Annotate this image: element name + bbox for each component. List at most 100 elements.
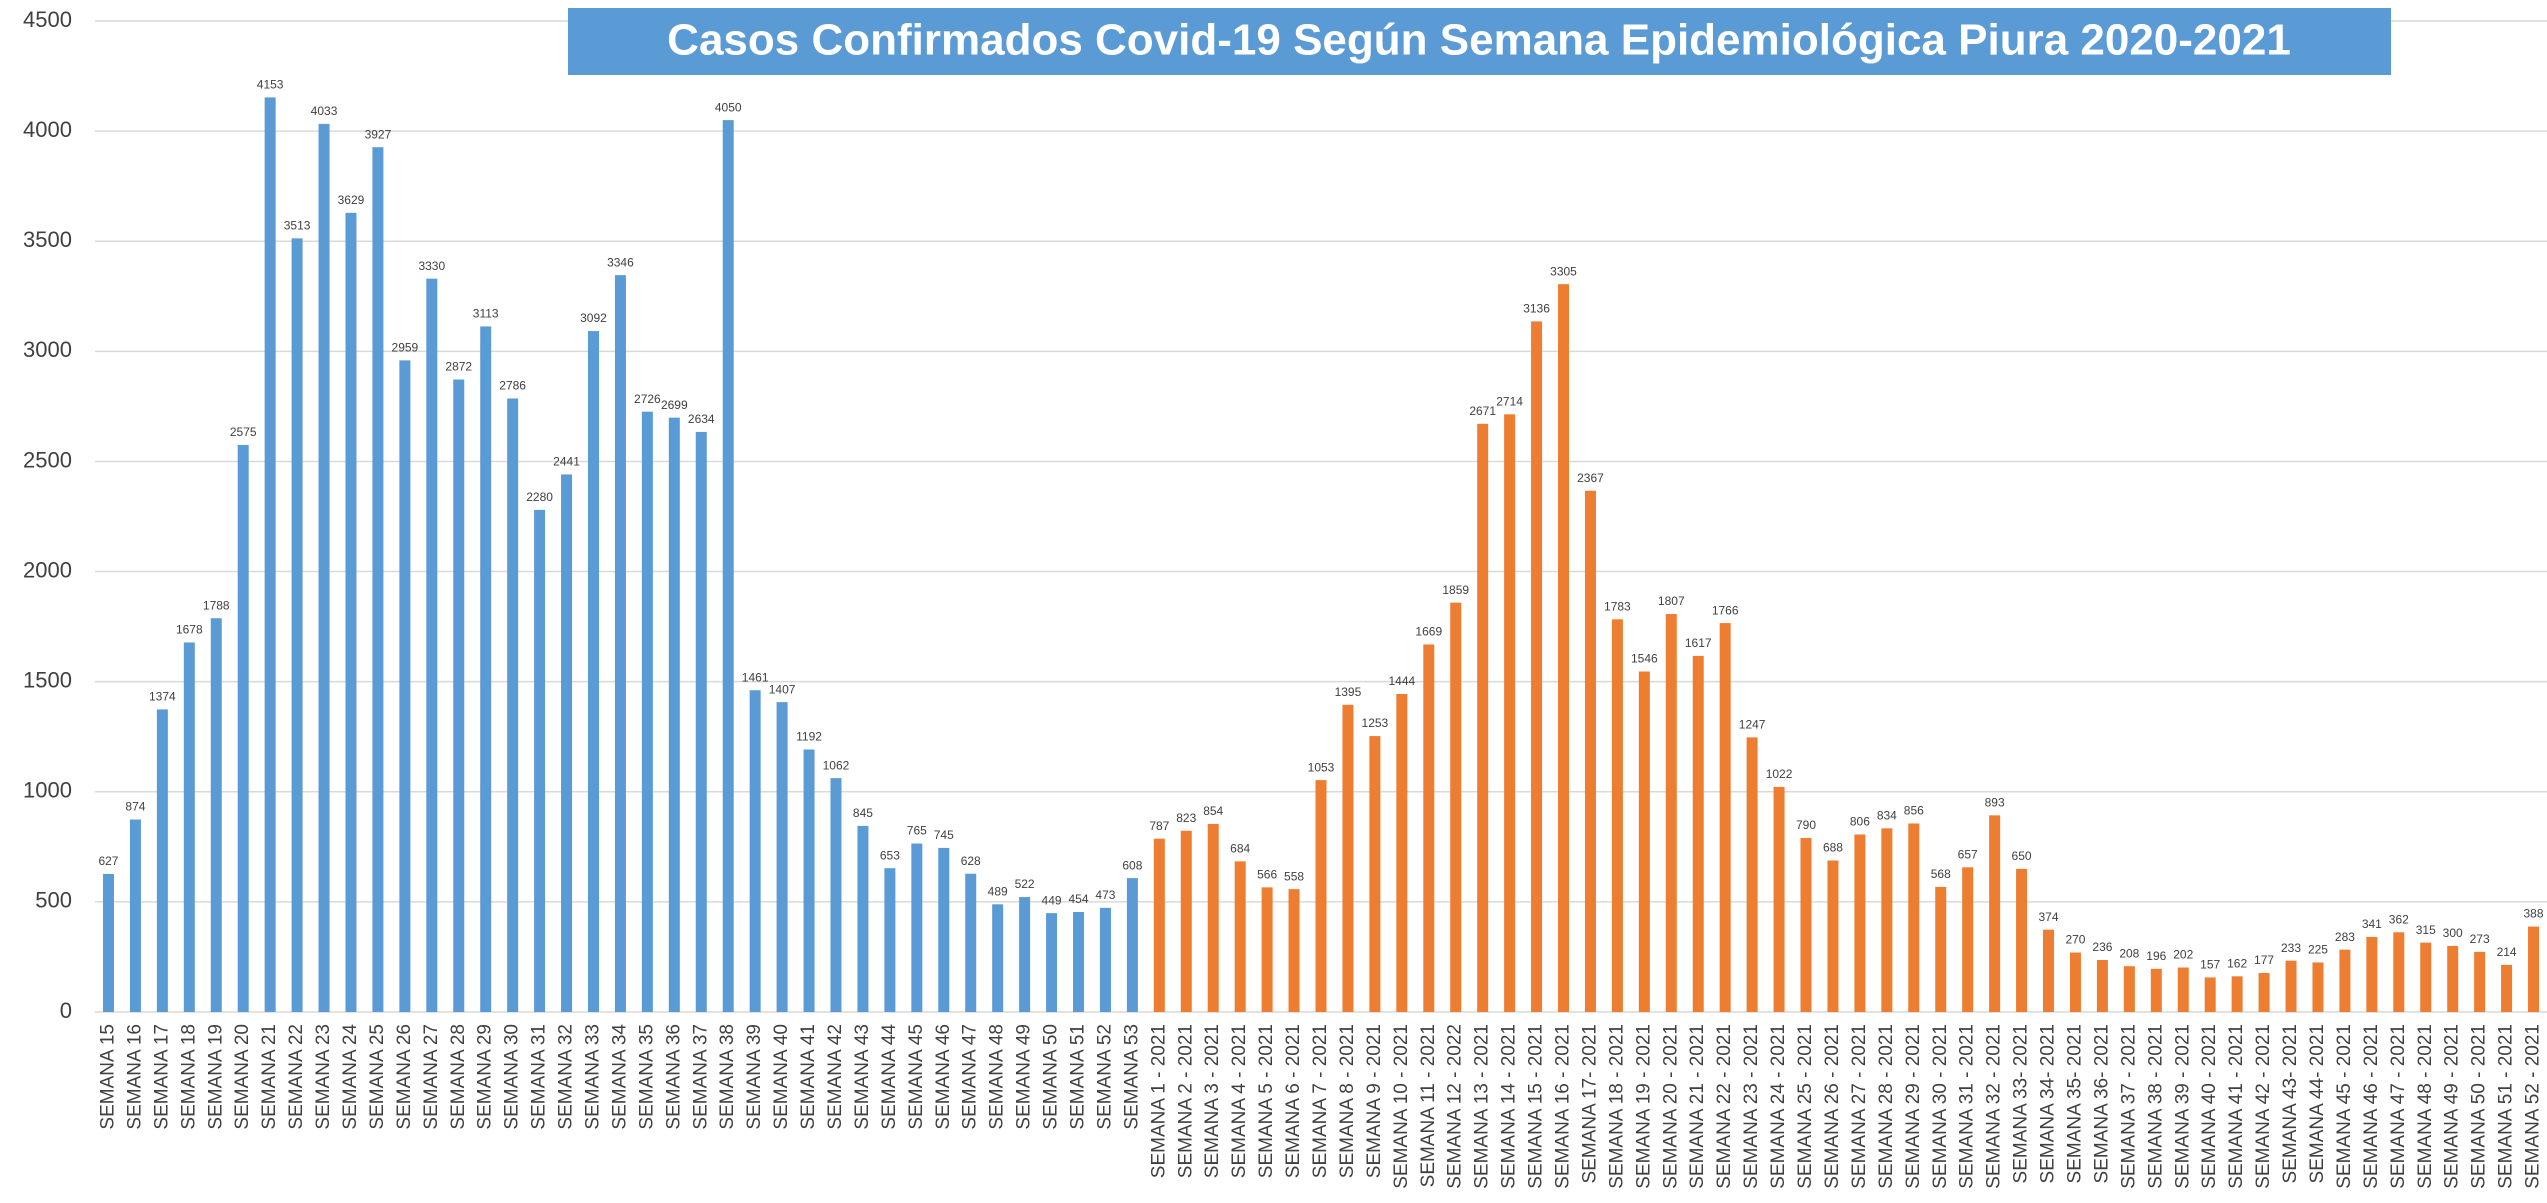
x-tick-label: SEMANA 53 [1121,1024,1142,1130]
x-tick-label: SEMANA 8 - 2021 [1337,1024,1358,1178]
bar [695,431,707,1012]
data-label: 1807 [1658,594,1685,608]
data-label: 1407 [769,682,796,696]
bar [1126,878,1138,1012]
data-label: 1374 [149,690,176,704]
x-tick-label: SEMANA 14 - 2021 [1499,1024,1520,1189]
bar [2150,968,2162,1012]
x-tick-label: SEMANA 32 [556,1024,577,1130]
y-tick-label: 0 [60,998,72,1023]
bar [1800,838,1812,1012]
x-tick-label: SEMANA 17- 2021 [1579,1024,1600,1183]
bar [1153,838,1165,1012]
x-tick-label: SEMANA 42 [825,1024,846,1130]
bar [722,120,734,1013]
y-tick-label: 4500 [23,7,72,32]
data-label: 566 [1257,868,1277,882]
bar [2474,951,2486,1012]
y-tick-label: 3000 [23,337,72,362]
data-label: 1253 [1362,716,1389,730]
bar [1531,321,1543,1012]
bar [156,709,168,1012]
bar [507,398,519,1012]
x-tick-label: SEMANA 52 - 2021 [2523,1024,2544,1189]
bar [2258,973,2270,1012]
data-label: 362 [2389,912,2409,926]
x-tick-label: SEMANA 18 [178,1024,199,1130]
y-tick-label: 2500 [23,447,72,472]
x-tick-label: SEMANA 20 - 2021 [1660,1024,1681,1189]
bar [561,474,573,1012]
y-tick-label: 2000 [23,557,72,582]
x-tick-label: SEMANA 9 - 2021 [1364,1024,1385,1178]
data-label: 489 [988,884,1008,898]
x-tick-label: SEMANA 22 - 2021 [1714,1024,1735,1189]
x-tick-label: SEMANA 49 [1014,1024,1035,1130]
x-tick-label: SEMANA 30 - 2021 [1930,1024,1951,1189]
data-label: 650 [2012,849,2032,863]
data-label: 3629 [338,193,365,207]
bar [1477,423,1489,1012]
bar [102,873,114,1012]
bar [399,360,411,1013]
title-box [568,8,2391,75]
x-tick-label: SEMANA 32 - 2021 [1984,1024,2005,1189]
bar [830,778,842,1012]
x-tick-label: SEMANA 4 - 2021 [1229,1024,1250,1178]
bar [1504,414,1516,1012]
chart-title: Casos Confirmados Covid-19 Según Semana … [667,16,2291,65]
data-label: 1546 [1631,652,1658,666]
data-label: 823 [1176,811,1196,825]
data-label: 341 [2362,917,2382,931]
data-label: 449 [1042,893,1062,907]
x-tick-label: SEMANA 40 - 2021 [2199,1024,2220,1189]
bar [2285,960,2297,1012]
x-tick-label: SEMANA 36- 2021 [2091,1024,2112,1183]
x-tick-label: SEMANA 42 - 2021 [2253,1024,2274,1189]
x-tick-label: SEMANA 24 [340,1024,361,1130]
bar [1072,912,1084,1012]
data-label: 1678 [176,623,203,637]
data-label: 4153 [257,78,284,92]
x-tick-label: SEMANA 41 [798,1024,819,1130]
bar [1827,860,1839,1012]
x-tick-label: SEMANA 24 - 2021 [1768,1024,1789,1189]
x-tick-label: SEMANA 39 - 2021 [2172,1024,2193,1189]
bar [1180,830,1192,1012]
x-tick-label: SEMANA 34 [609,1024,630,1130]
x-tick-label: SEMANA 40 [771,1024,792,1130]
data-label: 3092 [580,311,607,325]
x-tick-label: SEMANA 45 [906,1024,927,1130]
data-label: 473 [1095,888,1115,902]
bar [210,618,222,1012]
x-tick-label: SEMANA 28 [448,1024,469,1130]
x-tick-label: SEMANA 29 [475,1024,496,1130]
bar [2447,945,2459,1012]
data-label: 283 [2335,930,2355,944]
x-tick-label: SEMANA 21 [259,1024,280,1130]
data-label: 787 [1149,819,1169,833]
data-label: 3927 [365,127,392,141]
data-label: 236 [2092,940,2112,954]
bar [2231,976,2243,1012]
x-tick-label: SEMANA 27 [421,1024,442,1130]
bar [938,847,950,1012]
y-tick-label: 1000 [23,778,72,803]
data-label: 1192 [796,730,822,744]
x-tick-label: SEMANA 1 - 2021 [1148,1024,1169,1178]
bar [480,326,492,1012]
bar [992,904,1004,1012]
data-label: 1783 [1604,600,1631,614]
data-label: 157 [2200,958,2220,972]
x-tick-label: SEMANA 17 [151,1024,172,1130]
x-tick-label: SEMANA 51 [1068,1024,1089,1130]
data-label: 315 [2416,923,2436,937]
x-tick-label: SEMANA 37 - 2021 [2118,1024,2139,1189]
x-tick-label: SEMANA 12 - 2022 [1445,1024,1466,1189]
bar [345,212,357,1013]
data-label: 4050 [715,100,742,114]
x-tick-label: SEMANA 51 - 2021 [2496,1024,2517,1189]
bar [1288,889,1300,1012]
x-tick-label: SEMANA 41 - 2021 [2226,1024,2247,1189]
bar [318,123,330,1013]
